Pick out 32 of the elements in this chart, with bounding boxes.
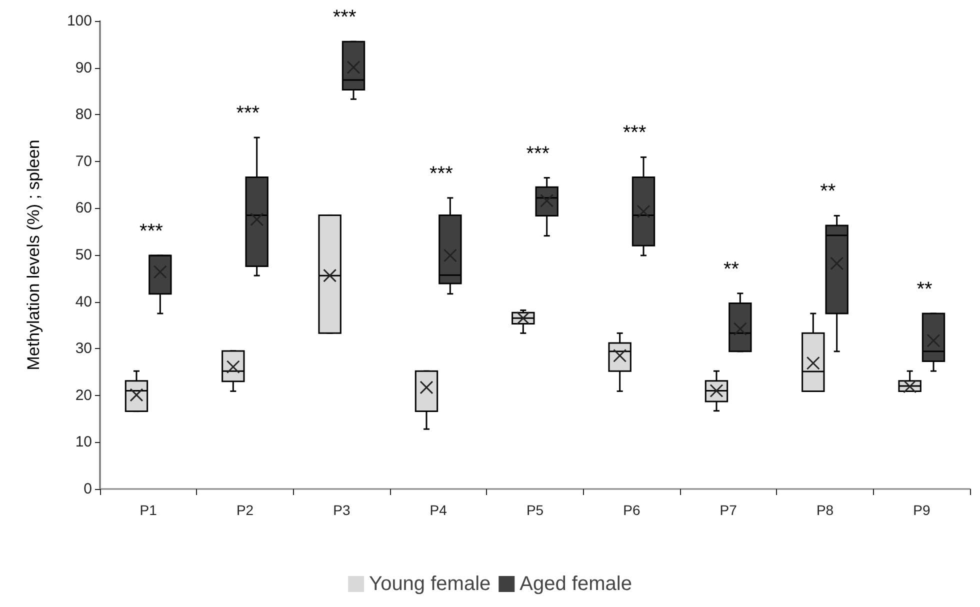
y-axis-title: Methylation levels (%) ; spleen bbox=[24, 140, 43, 370]
x-tick-label: P5 bbox=[526, 502, 544, 518]
y-tick-label: 20 bbox=[75, 386, 92, 404]
annotation: *** bbox=[430, 162, 454, 185]
y-tick-label: 90 bbox=[75, 59, 92, 76]
y-tick-label: 30 bbox=[75, 340, 92, 358]
x-tick-label: P6 bbox=[623, 502, 640, 518]
annotation: *** bbox=[236, 102, 260, 125]
x-tick-label: P4 bbox=[430, 502, 448, 518]
x-tick-label: P9 bbox=[913, 502, 930, 518]
annotation: *** bbox=[332, 6, 356, 29]
x-tick-label: P2 bbox=[236, 502, 254, 518]
x-tick-label: P3 bbox=[333, 502, 350, 518]
legend-label: Aged female bbox=[520, 573, 632, 595]
annotation: ** bbox=[916, 278, 933, 300]
y-tick-label: 80 bbox=[75, 106, 92, 124]
annotation: ** bbox=[820, 180, 836, 203]
legend-label: Young female bbox=[369, 573, 491, 595]
annotation: ** bbox=[723, 258, 740, 280]
x-tick-label: P7 bbox=[720, 502, 738, 518]
y-tick-label: 10 bbox=[75, 434, 92, 451]
y-tick-label: 0 bbox=[84, 480, 92, 498]
y-tick-label: 100 bbox=[66, 12, 92, 30]
x-tick-label: P8 bbox=[816, 502, 834, 518]
annotation: *** bbox=[526, 142, 550, 165]
annotation: *** bbox=[622, 122, 646, 144]
y-tick-label: 60 bbox=[75, 200, 92, 217]
y-tick-label: 40 bbox=[75, 293, 92, 310]
annotation: *** bbox=[140, 220, 164, 242]
y-tick-label: 50 bbox=[75, 246, 92, 264]
y-tick-label: 70 bbox=[75, 152, 92, 170]
x-tick-label: P1 bbox=[140, 502, 158, 518]
